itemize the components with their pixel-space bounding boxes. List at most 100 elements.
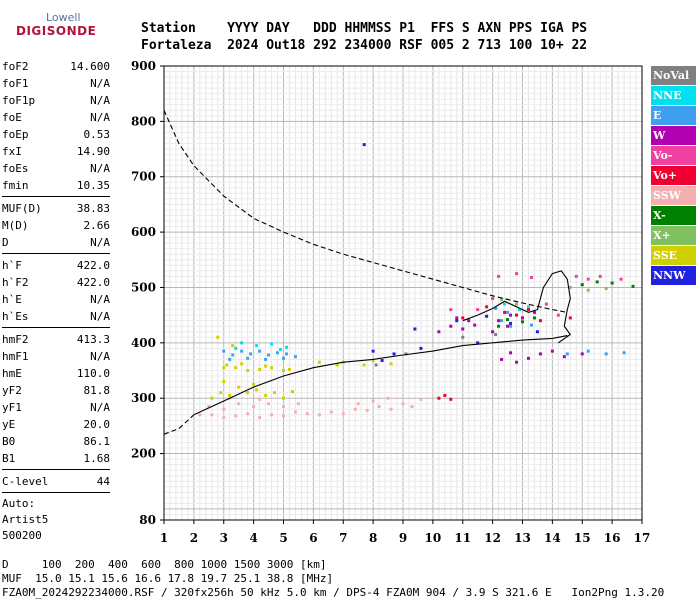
param-label: foF2 xyxy=(2,60,29,73)
param-row: M(D) 2.66 xyxy=(2,217,110,234)
param-label: h`E xyxy=(2,293,22,306)
x-tick-label: 4 xyxy=(249,531,257,545)
y-tick-label: 80 xyxy=(139,513,156,527)
echo-point xyxy=(252,405,256,408)
x-tick-label: 10 xyxy=(425,531,442,545)
polarization-legend: NoVal NNE E W Vo- Vo+ SSW X- X+ SSE NNW xyxy=(651,66,696,286)
profile-lines xyxy=(163,110,572,435)
echo-point xyxy=(491,297,495,301)
param-row: h`Es N/A xyxy=(2,308,110,325)
echo-point xyxy=(293,410,297,414)
echo-point xyxy=(419,346,423,350)
header-line1: Station YYYY DAY DDD HHMMSS P1 FFS S AXN… xyxy=(141,21,588,36)
param-value: N/A xyxy=(90,162,110,175)
param-value: 413.3 xyxy=(76,333,110,346)
param-value: N/A xyxy=(90,236,110,249)
param-label: foEs xyxy=(2,162,29,175)
echo-point xyxy=(282,369,285,373)
legend-item: Vo- xyxy=(651,146,696,165)
param-label: hmE xyxy=(2,367,22,380)
param-label: foF1 xyxy=(2,77,29,90)
param-label: MUF(D) xyxy=(2,202,42,215)
echo-point xyxy=(270,366,274,370)
echo-point xyxy=(491,330,495,334)
echo-point xyxy=(532,316,536,320)
echo-point xyxy=(255,388,259,392)
x-tick-label: 8 xyxy=(369,531,377,545)
solid-profile-line xyxy=(193,335,568,416)
echo-point xyxy=(529,275,533,279)
echo-point xyxy=(240,341,244,345)
echo-point xyxy=(598,274,602,278)
echo-point xyxy=(276,351,280,355)
echo-point xyxy=(389,407,393,411)
echo-point xyxy=(219,391,223,395)
legend-item: SSW xyxy=(651,186,696,205)
param-label: hmF1 xyxy=(2,350,29,363)
param-row: D N/A xyxy=(2,234,110,251)
param-label: foF1p xyxy=(2,94,36,107)
plot-axes: 1 2 3 4 5 6 7 8 9 10 11 12 13 14 15 16 17802003004005006… xyxy=(131,59,650,545)
echo-point xyxy=(586,277,590,281)
param-row: foF1p N/A xyxy=(2,92,110,109)
param-row: foEs N/A xyxy=(2,160,110,177)
echo-point xyxy=(437,330,441,334)
echo-point xyxy=(631,284,635,288)
echo-point xyxy=(455,316,459,320)
echo-point xyxy=(290,390,294,394)
echo-point xyxy=(619,277,623,281)
echo-point xyxy=(252,382,256,386)
solid-profile-line xyxy=(462,270,572,344)
param-row: MUF(D) 38.83 xyxy=(2,200,110,217)
param-value: 422.0 xyxy=(76,259,110,272)
param-row: h`F 422.0 xyxy=(2,257,110,274)
echo-point xyxy=(228,357,232,361)
echo-point xyxy=(509,324,513,328)
param-value: N/A xyxy=(90,94,110,107)
station-header: Station YYYY DAY DDD HHMMSS P1 FFS S AXN… xyxy=(141,20,587,54)
logo-line2: DIGISONDE xyxy=(16,24,97,38)
x-tick-label: 9 xyxy=(399,531,407,545)
echo-point xyxy=(317,360,321,364)
echo-point xyxy=(362,143,366,147)
param-row: hmE 110.0 xyxy=(2,365,110,382)
echo-point xyxy=(574,274,578,278)
echo-point xyxy=(225,363,229,367)
param-value: 110.0 xyxy=(76,367,110,380)
legend-item: X+ xyxy=(651,226,696,245)
echo-point xyxy=(610,281,614,285)
y-tick-label: 400 xyxy=(131,336,156,350)
echo-point xyxy=(380,359,384,363)
echo-point xyxy=(249,352,253,356)
echo-point xyxy=(449,324,453,328)
echo-point xyxy=(341,412,345,416)
legend-item: E xyxy=(651,106,696,125)
echo-point xyxy=(532,310,536,314)
param-value: N/A xyxy=(90,310,110,323)
echo-point xyxy=(497,324,501,328)
echo-point xyxy=(526,356,530,360)
footer-file-info: FZA0M_2024292234000.RSF / 320fx256h 50 k… xyxy=(2,586,665,599)
echo-point xyxy=(449,397,453,401)
param-row: yF1 N/A xyxy=(2,399,110,416)
param-label: yF2 xyxy=(2,384,22,397)
echo-point xyxy=(595,280,599,284)
param-label: M(D) xyxy=(2,219,29,232)
echo-point xyxy=(544,302,548,306)
echo-point xyxy=(568,285,572,289)
echo-point xyxy=(580,283,584,287)
echo-point xyxy=(386,396,390,400)
x-tick-label: 15 xyxy=(574,531,591,545)
echo-point xyxy=(413,327,417,331)
param-label: fmin xyxy=(2,179,29,192)
echo-point xyxy=(270,413,274,417)
x-tick-label: 5 xyxy=(279,531,287,545)
param-value: N/A xyxy=(90,111,110,124)
echo-point xyxy=(500,298,504,302)
echo-point xyxy=(374,363,378,367)
echo-point xyxy=(604,287,608,291)
legend-item: NNW xyxy=(651,266,696,285)
echo-point xyxy=(389,362,393,366)
param-label: B1 xyxy=(2,452,16,465)
